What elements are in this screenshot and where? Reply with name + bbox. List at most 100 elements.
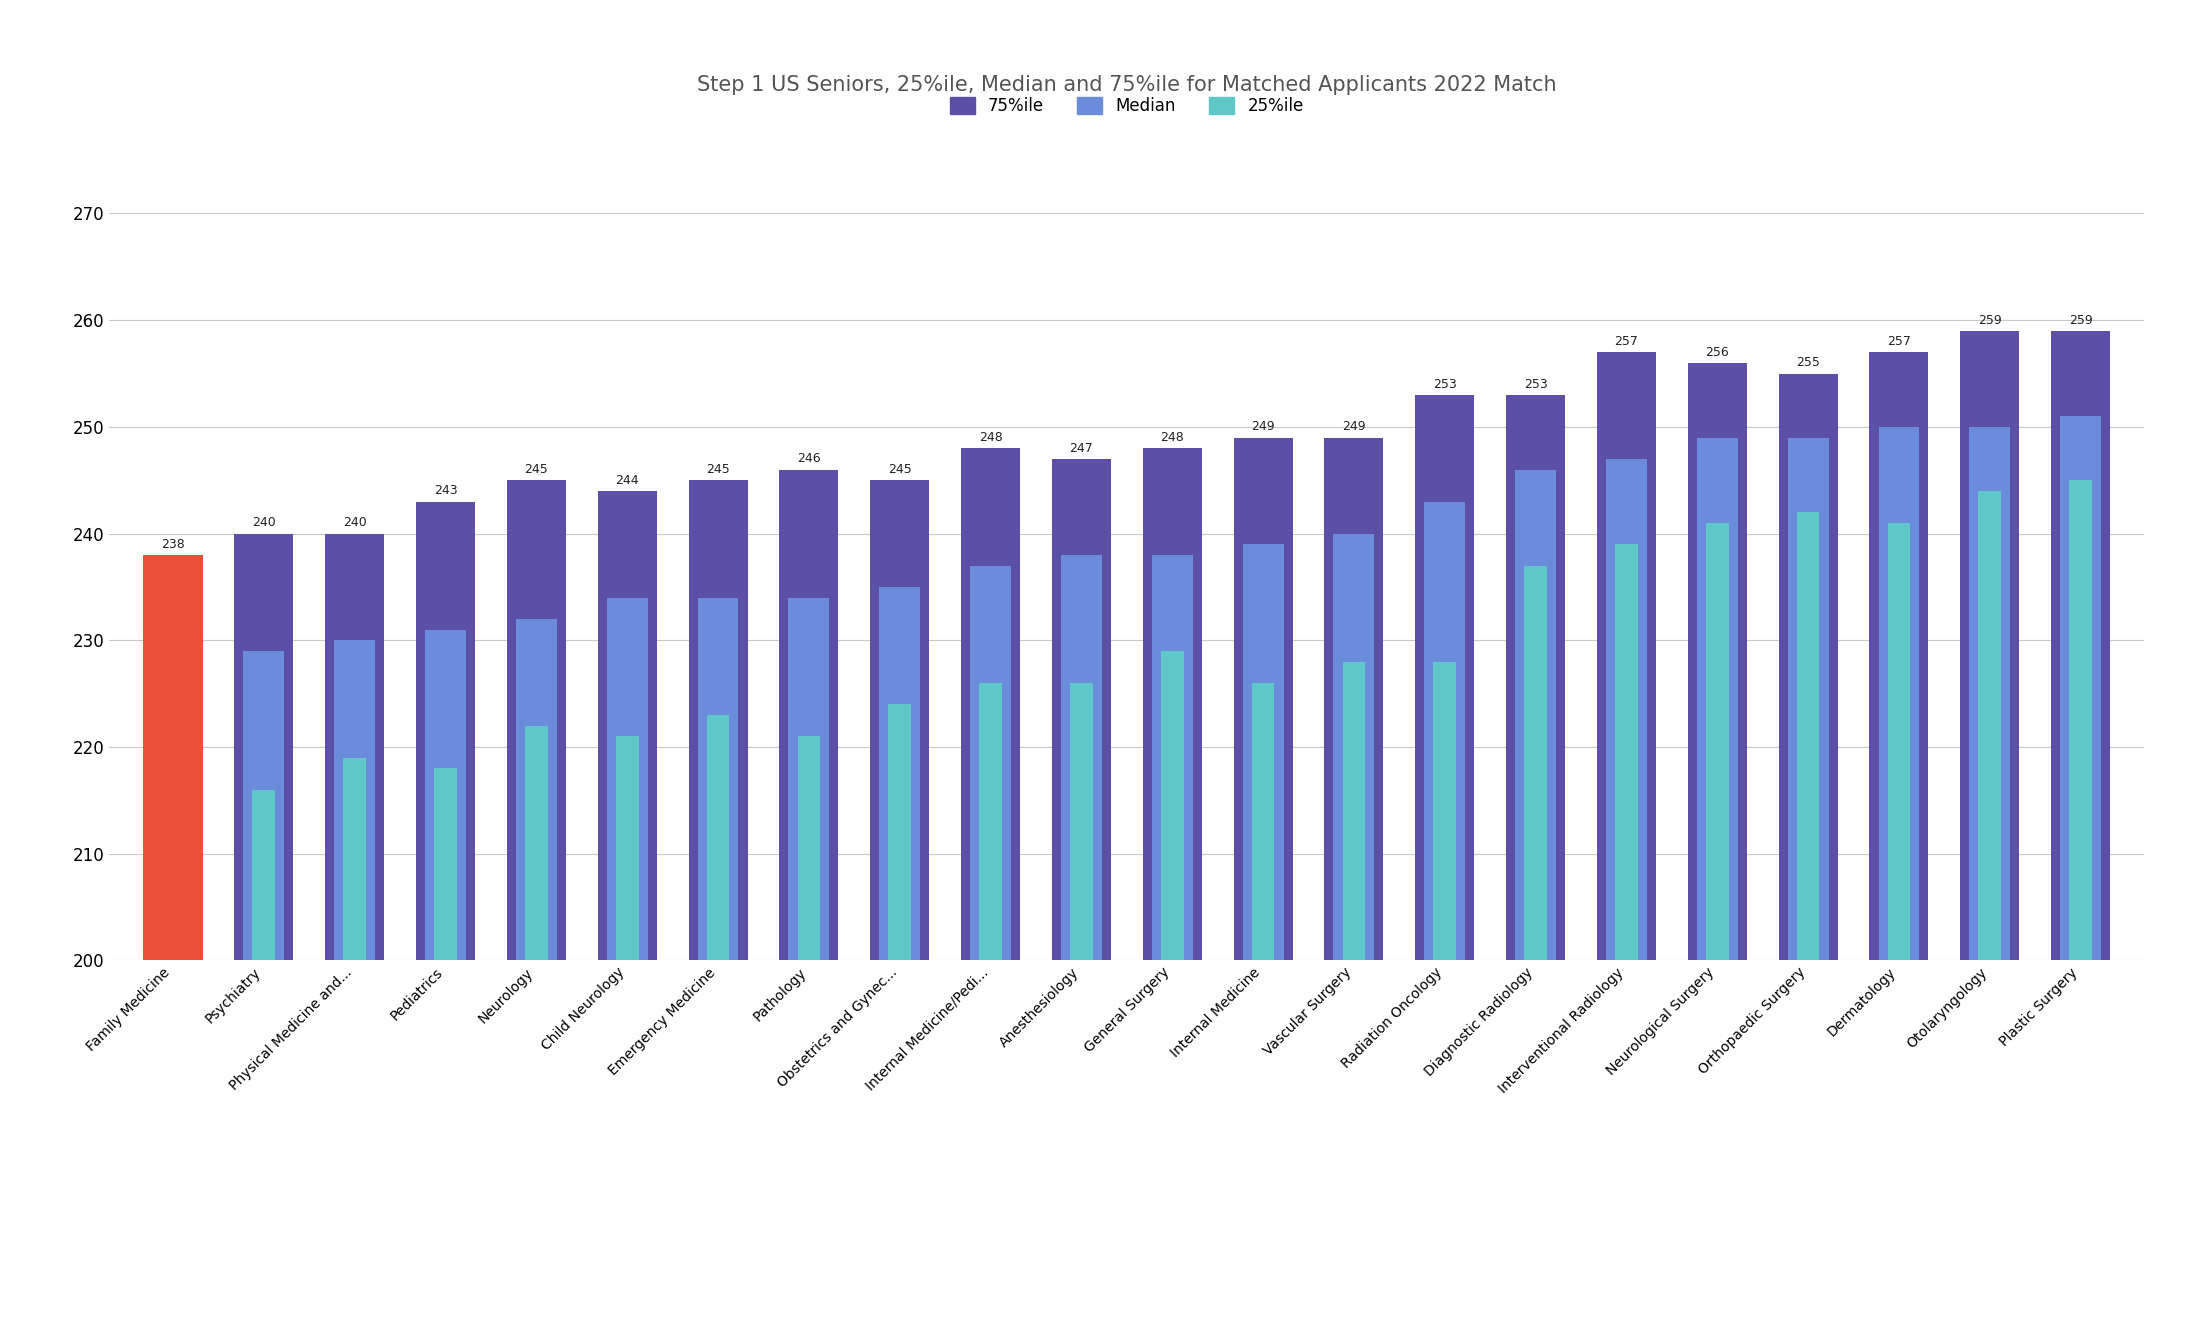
Bar <box>234 534 293 960</box>
Bar <box>2050 331 2109 960</box>
Bar <box>1505 395 1564 960</box>
Text: 251: 251 <box>2068 422 2094 435</box>
Bar <box>788 598 829 960</box>
Text: 221: 221 <box>796 939 823 952</box>
Text: 212: 212 <box>160 939 186 952</box>
Bar <box>880 587 921 960</box>
Bar <box>698 598 740 960</box>
Bar <box>1052 459 1112 960</box>
Bar <box>1142 448 1201 960</box>
Bar <box>1234 438 1293 960</box>
Text: 245: 245 <box>525 463 549 476</box>
Text: 259: 259 <box>2070 313 2092 327</box>
Text: 226: 226 <box>1249 939 1276 952</box>
Bar <box>326 534 385 960</box>
Bar <box>344 758 365 960</box>
Bar <box>1151 555 1192 960</box>
Text: 229: 229 <box>252 656 278 670</box>
Text: 216: 216 <box>252 939 278 952</box>
Bar <box>1162 651 1184 960</box>
Bar <box>779 470 838 960</box>
Text: 241: 241 <box>1704 939 1731 952</box>
Bar <box>1869 352 1928 960</box>
Bar <box>597 491 656 960</box>
Text: 243: 243 <box>433 484 457 498</box>
Text: 234: 234 <box>615 603 641 616</box>
Bar <box>1525 566 1547 960</box>
Bar <box>1424 502 1466 960</box>
Text: 221: 221 <box>615 939 641 952</box>
Text: 244: 244 <box>1976 939 2002 952</box>
Bar <box>1606 459 1648 960</box>
Bar <box>796 736 820 960</box>
Text: 257: 257 <box>1886 335 1910 348</box>
Text: 256: 256 <box>1704 346 1729 359</box>
Legend: 75%ile, Median, 25%ile: 75%ile, Median, 25%ile <box>941 88 1313 123</box>
Text: 230: 230 <box>341 646 368 659</box>
Text: 248: 248 <box>978 431 1002 444</box>
Bar <box>508 480 567 960</box>
Text: 239: 239 <box>1613 939 1639 952</box>
Text: 237: 237 <box>1523 939 1549 952</box>
Text: 235: 235 <box>886 592 912 606</box>
Text: 243: 243 <box>1431 507 1457 520</box>
Bar <box>1796 512 1820 960</box>
Text: 246: 246 <box>796 452 820 466</box>
Text: 239: 239 <box>1249 550 1276 563</box>
Bar <box>162 832 184 960</box>
Bar <box>252 790 276 960</box>
Bar <box>424 630 466 960</box>
Text: 223: 223 <box>705 939 731 952</box>
Bar <box>416 502 475 960</box>
Bar <box>1433 662 1457 960</box>
Text: 249: 249 <box>1704 443 1731 456</box>
Text: 246: 246 <box>1523 475 1549 488</box>
Text: 249: 249 <box>1794 443 1820 456</box>
Bar <box>1788 438 1829 960</box>
Text: 240: 240 <box>252 516 276 530</box>
Text: 247: 247 <box>1613 464 1639 478</box>
Bar <box>615 736 639 960</box>
Bar <box>1978 491 2002 960</box>
Text: 218: 218 <box>433 939 459 952</box>
Title: Step 1 US Seniors, 25%ile, Median and 75%ile for Matched Applicants 2022 Match: Step 1 US Seniors, 25%ile, Median and 75… <box>698 75 1556 95</box>
Bar <box>1324 438 1383 960</box>
Text: 253: 253 <box>1523 378 1547 391</box>
Bar <box>1888 523 1910 960</box>
Text: 245: 245 <box>707 463 731 476</box>
Text: 250: 250 <box>1886 432 1912 446</box>
Text: 226: 226 <box>1068 939 1094 952</box>
Bar <box>144 555 203 960</box>
Bar <box>1615 544 1639 960</box>
Text: 240: 240 <box>1341 539 1368 552</box>
Bar <box>1332 534 1374 960</box>
Text: 238: 238 <box>1068 560 1094 574</box>
Bar <box>1779 374 1838 960</box>
Bar <box>2061 416 2100 960</box>
Bar <box>1416 395 1475 960</box>
Text: 240: 240 <box>344 516 368 530</box>
Text: 226: 226 <box>978 939 1004 952</box>
Bar <box>2070 480 2092 960</box>
Text: 228: 228 <box>1341 939 1368 952</box>
Text: 242: 242 <box>1794 939 1820 952</box>
Bar <box>888 704 910 960</box>
Text: 222: 222 <box>523 939 549 952</box>
Bar <box>871 480 930 960</box>
Bar <box>516 619 556 960</box>
Bar <box>433 768 457 960</box>
Text: 248: 248 <box>1160 431 1184 444</box>
Text: 253: 253 <box>1433 378 1457 391</box>
Text: 249: 249 <box>1341 420 1365 434</box>
Bar <box>707 715 729 960</box>
Text: 219: 219 <box>341 939 368 952</box>
Bar <box>153 704 193 960</box>
Text: 247: 247 <box>1070 442 1094 455</box>
Text: 229: 229 <box>1160 939 1186 952</box>
Bar <box>961 448 1020 960</box>
Text: 238: 238 <box>162 538 184 551</box>
Bar <box>606 598 648 960</box>
Text: 234: 234 <box>796 603 823 616</box>
Bar <box>525 726 547 960</box>
Text: 257: 257 <box>1615 335 1639 348</box>
